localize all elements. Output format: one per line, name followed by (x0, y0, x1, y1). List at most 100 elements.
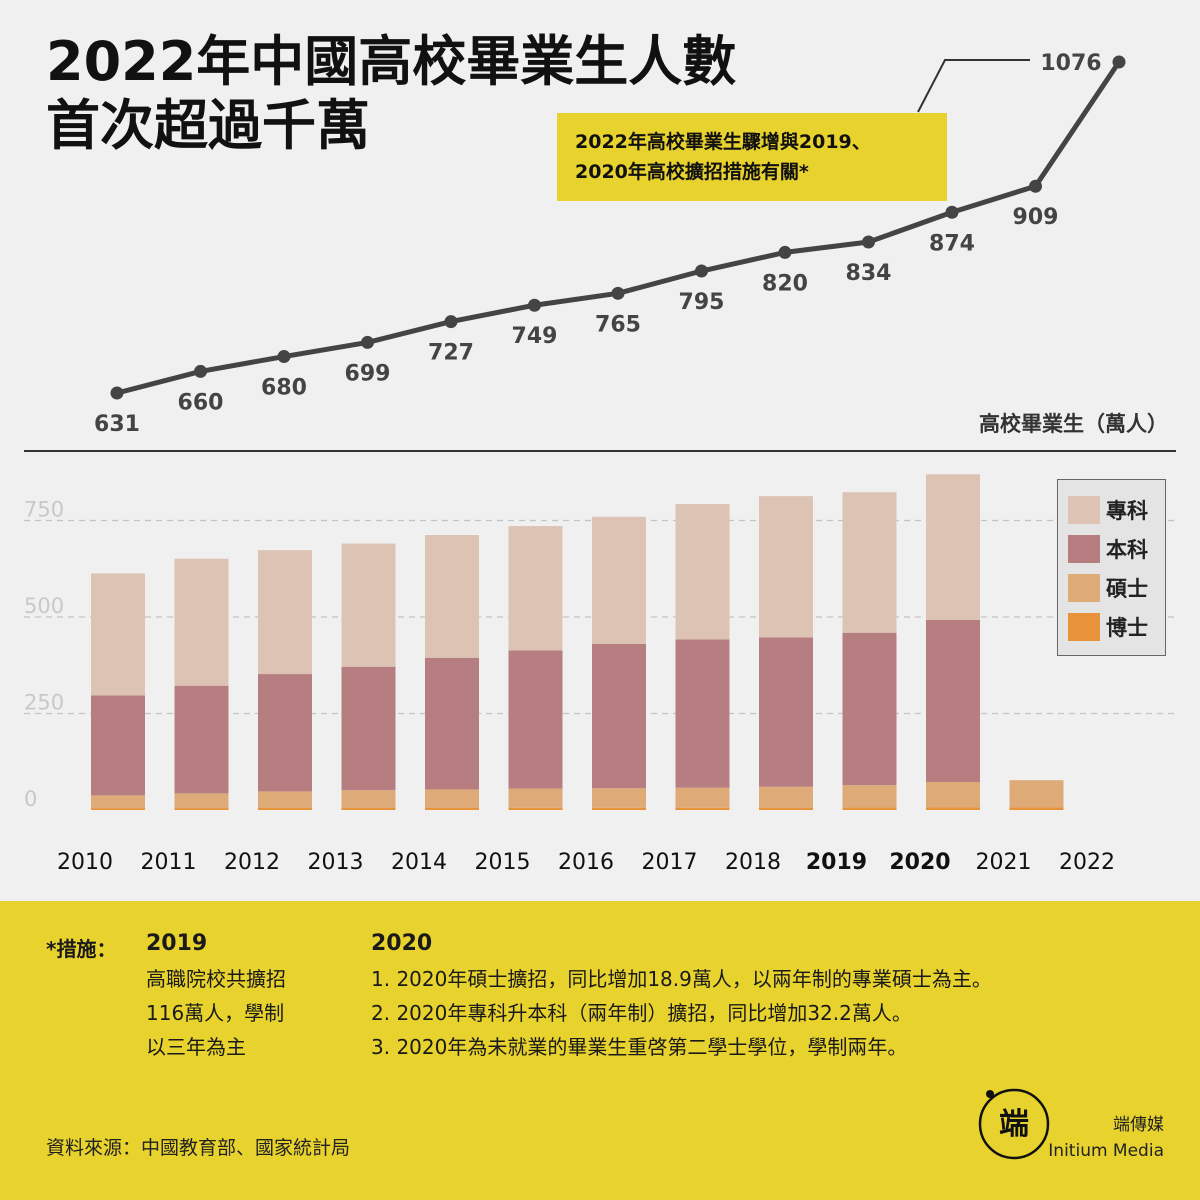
measures-2020-line: 3. 2020年為未就業的畢業生重啓第二學士學位，學制兩年。 (371, 1035, 908, 1059)
bar-segment (425, 657, 479, 790)
bar-x-tick-label: 2021 (976, 850, 1032, 875)
line-point (778, 245, 792, 259)
bar-segment (91, 573, 145, 696)
bar-segment (592, 643, 646, 789)
bar-x-tick-label: 2015 (475, 850, 531, 875)
brand-cn: 端傳媒 (1113, 1115, 1164, 1135)
bar-segment (91, 695, 145, 796)
callout-line-1: 2022年高校畢業生驟增與2019、 (575, 131, 871, 153)
bar-segment (174, 793, 229, 809)
bar-segment (508, 650, 563, 789)
bar-segment (926, 807, 980, 810)
line-data-label: 727 (428, 341, 474, 366)
line-data-label: 765 (595, 312, 641, 337)
bar-x-tick-label: 2018 (725, 850, 781, 875)
title-line-1: 2022年中國高校畢業生人數 (46, 30, 737, 93)
bar-segment (675, 807, 730, 810)
measures-2019-line: 116萬人，學制 (146, 1001, 285, 1025)
line-data-label: 909 (1013, 205, 1059, 230)
bar-series-layer (91, 474, 1064, 810)
line-point (277, 350, 291, 364)
callout-leader (917, 59, 1030, 113)
legend-item: 博士 (1068, 607, 1155, 646)
bar-segment (508, 788, 563, 808)
line-unit-label: 高校畢業生（萬人） (979, 412, 1168, 436)
bar-segment (675, 639, 730, 788)
bar-segment (341, 807, 396, 810)
bar-segment (258, 807, 312, 810)
legend-label: 專科 (1106, 498, 1148, 523)
bar-x-axis-labels: 2010 2011 2012 2013 2014 2015 2016 2017 2018 2019… (57, 850, 1115, 875)
line-chart: 631 660 680 699 727 749 765 795 820 834 874 909 1076 (94, 51, 1126, 437)
line-point (194, 364, 207, 378)
bar-segment (258, 791, 312, 808)
bar-segment (341, 543, 396, 667)
bar-segment (508, 526, 563, 651)
callout-line-2: 2020年高校擴招措施有關* (575, 161, 809, 183)
line-point (110, 386, 124, 400)
bar-segment (759, 637, 813, 787)
bar-y-tick-label: 750 (24, 498, 64, 522)
line-data-label: 834 (846, 261, 892, 286)
bar-y-tick-label: 250 (24, 691, 64, 715)
bar-segment (508, 807, 563, 810)
section-divider (24, 450, 1176, 452)
legend-label: 博士 (1106, 615, 1148, 640)
bar-x-tick-label: 2014 (391, 850, 447, 875)
line-point (695, 264, 708, 278)
measures-2019-year: 2019 (146, 931, 208, 956)
bar-x-tick-label: 2017 (642, 850, 698, 875)
bar-segment (759, 496, 813, 638)
footer-panel: *措施： 2019 高職院校共擴招 116萬人，學制 以三年為主 2020 1.… (0, 901, 1200, 1200)
line-data-label: 820 (762, 271, 808, 296)
line-series-path (116, 60, 1122, 396)
bar-x-tick-label: 2011 (141, 850, 197, 875)
bar-segment (91, 808, 145, 810)
brand: 端傳媒 Initium Media (1048, 1112, 1164, 1164)
line-point (528, 298, 541, 312)
bar-segment (258, 550, 312, 675)
measures-2020: 2020 1. 2020年碩士擴招，同比增加18.9萬人，以兩年制的專業碩士為主… (371, 931, 1171, 1064)
line-point (444, 315, 458, 329)
legend-item: 本科 (1068, 529, 1155, 568)
bar-segment (592, 807, 646, 810)
initium-logo-icon: 端 (978, 1088, 1050, 1160)
legend: 專科本科碩士博士 (1057, 479, 1166, 656)
line-data-label: 680 (261, 376, 307, 401)
bar-segment (425, 789, 479, 808)
source-note: 資料來源：中國教育部、國家統計局 (46, 1137, 351, 1159)
line-data-label: 749 (512, 324, 558, 349)
title-line-2: 首次超過千萬 (46, 94, 370, 157)
bar-segment (675, 787, 730, 808)
line-series-layer: 631 660 680 699 727 749 765 795 820 834 874 909 1076 (94, 51, 1126, 437)
bar-x-tick-label: 2019 (806, 850, 867, 875)
bar-segment (759, 807, 813, 810)
bar-segment (842, 807, 897, 810)
measures-2020-line: 1. 2020年碩士擴招，同比增加18.9萬人，以兩年制的專業碩士為主。 (371, 967, 992, 991)
line-data-label: 795 (679, 290, 725, 315)
line-data-label: 699 (345, 361, 391, 386)
chart-title: 2022年中國高校畢業生人數 首次超過千萬 (46, 30, 736, 158)
callout-note: 2022年高校畢業生驟增與2019、 2020年高校擴招措施有關* (557, 113, 947, 201)
bar-segment (425, 535, 479, 658)
line-point (361, 335, 374, 349)
bar-x-tick-label: 2022 (1059, 850, 1115, 875)
bar-x-tick-label: 2010 (57, 850, 113, 875)
bar-x-tick-label: 2016 (558, 850, 614, 875)
bar-segment (842, 632, 897, 786)
line-data-label: 874 (929, 231, 975, 256)
bar-segment (1009, 807, 1064, 810)
bar-segment (842, 785, 897, 808)
line-data-label: 660 (178, 390, 224, 415)
legend-item: 碩士 (1068, 568, 1155, 607)
bar-y-tick-label: 500 (24, 594, 64, 618)
measures-2020-line: 2. 2020年專科升本科（兩年制）擴招，同比增加32.2萬人。 (371, 1001, 912, 1025)
bar-segment (425, 807, 479, 810)
legend-swatch (1068, 495, 1100, 524)
bar-x-tick-label: 2020 (889, 850, 950, 875)
bar-segment (926, 781, 980, 808)
line-point (1029, 179, 1042, 193)
legend-label: 本科 (1106, 537, 1148, 562)
bar-segment (174, 685, 229, 794)
